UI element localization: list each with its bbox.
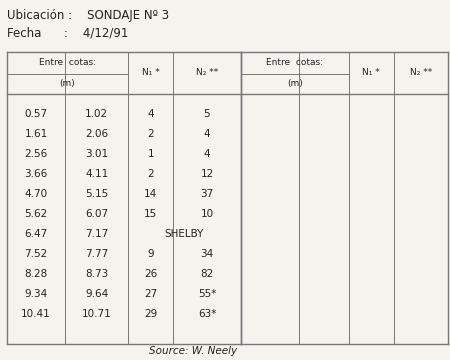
Text: N₂ **: N₂ **	[196, 68, 218, 77]
Text: 34: 34	[200, 249, 214, 259]
Text: 0.57: 0.57	[24, 109, 48, 118]
Text: N₂ **: N₂ **	[410, 68, 432, 77]
Text: 12: 12	[200, 169, 214, 179]
Text: 7.52: 7.52	[24, 249, 48, 259]
Text: N₁ *: N₁ *	[362, 68, 380, 77]
Text: 1.61: 1.61	[24, 129, 48, 139]
Text: 1: 1	[148, 149, 154, 159]
Text: 2: 2	[148, 129, 154, 139]
Text: Entre  cotas:: Entre cotas:	[39, 58, 96, 67]
Text: 3.66: 3.66	[24, 169, 48, 179]
Text: 9.34: 9.34	[24, 289, 48, 299]
Text: 9.64: 9.64	[85, 289, 108, 299]
Text: 6.07: 6.07	[85, 209, 108, 219]
Text: 4: 4	[204, 129, 210, 139]
Text: 7.17: 7.17	[85, 229, 108, 239]
Text: 5.62: 5.62	[24, 209, 48, 219]
Text: 8.28: 8.28	[24, 269, 48, 279]
Text: 5.15: 5.15	[85, 189, 108, 199]
Text: SHELBY: SHELBY	[165, 229, 204, 239]
Text: 5: 5	[204, 109, 210, 118]
Text: 1.02: 1.02	[85, 109, 108, 118]
Text: 4: 4	[204, 149, 210, 159]
Text: (m): (m)	[287, 79, 302, 88]
Text: 2: 2	[148, 169, 154, 179]
Text: 2.56: 2.56	[24, 149, 48, 159]
Text: (m): (m)	[59, 79, 76, 88]
Text: 37: 37	[200, 189, 214, 199]
Text: 4.11: 4.11	[85, 169, 108, 179]
Text: 63*: 63*	[198, 309, 216, 319]
Text: 55*: 55*	[198, 289, 216, 299]
Text: 9: 9	[148, 249, 154, 259]
Text: 27: 27	[144, 289, 158, 299]
Text: 8.73: 8.73	[85, 269, 108, 279]
Text: 14: 14	[144, 189, 158, 199]
Text: Fecha      :    4/12/91: Fecha : 4/12/91	[7, 27, 128, 40]
Text: Source: W. Neely: Source: W. Neely	[149, 346, 238, 356]
Text: 4.70: 4.70	[24, 189, 48, 199]
Text: 10: 10	[200, 209, 214, 219]
Text: 10.71: 10.71	[82, 309, 112, 319]
Text: 6.47: 6.47	[24, 229, 48, 239]
Text: 2.06: 2.06	[85, 129, 108, 139]
Text: 7.77: 7.77	[85, 249, 108, 259]
Text: 15: 15	[144, 209, 158, 219]
Text: 3.01: 3.01	[85, 149, 108, 159]
Text: Ubicación :    SONDAJE Nº 3: Ubicación : SONDAJE Nº 3	[7, 9, 169, 22]
Text: 26: 26	[144, 269, 158, 279]
Text: 10.41: 10.41	[21, 309, 51, 319]
Text: Entre  cotas:: Entre cotas:	[266, 58, 323, 67]
Text: 29: 29	[144, 309, 158, 319]
Text: 4: 4	[148, 109, 154, 118]
Text: 82: 82	[200, 269, 214, 279]
Text: N₁ *: N₁ *	[142, 68, 160, 77]
